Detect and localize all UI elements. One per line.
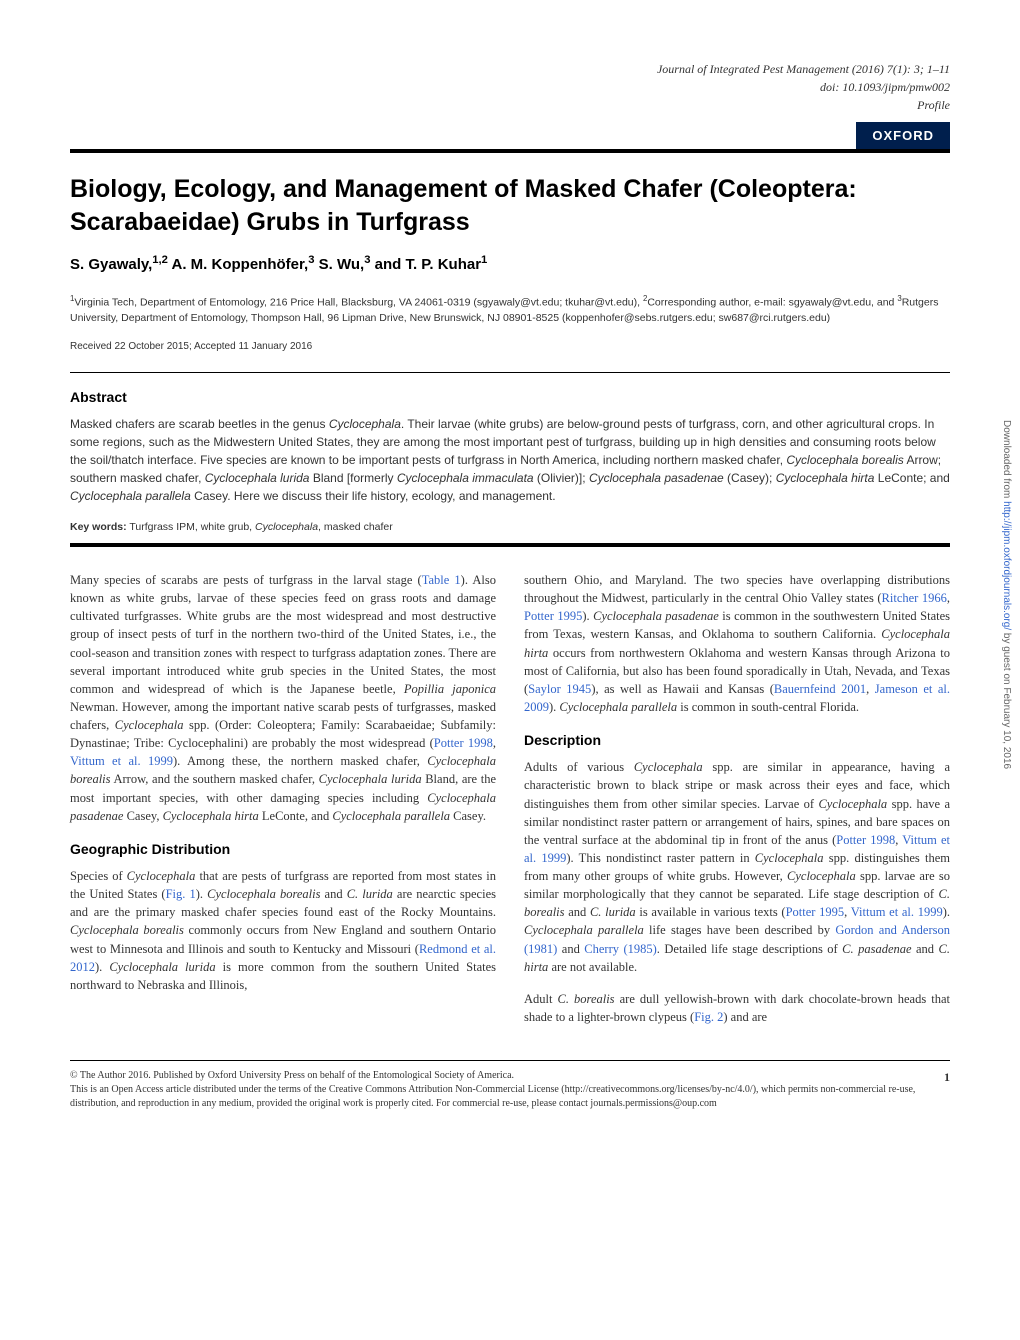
keywords-label: Key words: (70, 521, 127, 533)
authors: S. Gyawaly,1,2 A. M. Koppenhöfer,3 S. Wu… (70, 254, 950, 273)
abstract-heading: Abstract (70, 389, 950, 405)
description-heading: Description (524, 730, 950, 750)
journal-header: Journal of Integrated Pest Management (2… (70, 60, 950, 114)
page-container: Journal of Integrated Pest Management (2… (0, 0, 1020, 1151)
left-p1: Many species of scarabs are pests of tur… (70, 571, 496, 825)
page-number: 1 (944, 1069, 950, 1086)
keywords-text: Turfgrass IPM, white grub, Cyclocephala,… (129, 521, 392, 533)
publisher-badge: OXFORD (856, 122, 950, 149)
article-title: Biology, Ecology, and Management of Mask… (70, 173, 950, 238)
right-p1: southern Ohio, and Maryland. The two spe… (524, 571, 950, 716)
rule-thin-1 (70, 372, 950, 373)
journal-doi: doi: 10.1093/jipm/pmw002 (70, 78, 950, 96)
download-sidebar: Downloaded from http://jipm.oxfordjourna… (1001, 420, 1012, 769)
footer-rule (70, 1060, 950, 1061)
journal-name: Journal of Integrated Pest Management (2… (70, 60, 950, 78)
received-accepted: Received 22 October 2015; Accepted 11 Ja… (70, 341, 950, 352)
left-column: Many species of scarabs are pests of tur… (70, 571, 496, 1040)
rule-thick (70, 543, 950, 547)
abstract-text: Masked chafers are scarab beetles in the… (70, 415, 950, 505)
journal-type: Profile (70, 96, 950, 114)
geographic-distribution-heading: Geographic Distribution (70, 839, 496, 859)
affiliations: 1Virginia Tech, Department of Entomology… (70, 293, 950, 327)
right-column: southern Ohio, and Maryland. The two spe… (524, 571, 950, 1040)
keywords: Key words: Turfgrass IPM, white grub, Cy… (70, 521, 950, 533)
footer: 1 © The Author 2016. Published by Oxford… (70, 1069, 950, 1111)
top-rule (70, 149, 950, 153)
two-column-body: Many species of scarabs are pests of tur… (70, 571, 950, 1040)
license: This is an Open Access article distribut… (70, 1083, 950, 1111)
left-p2: Species of Cyclocephala that are pests o… (70, 867, 496, 994)
right-p2: Adults of various Cyclocephala spp. are … (524, 758, 950, 976)
copyright: © The Author 2016. Published by Oxford U… (70, 1069, 950, 1083)
right-p3: Adult C. borealis are dull yellowish-bro… (524, 990, 950, 1026)
